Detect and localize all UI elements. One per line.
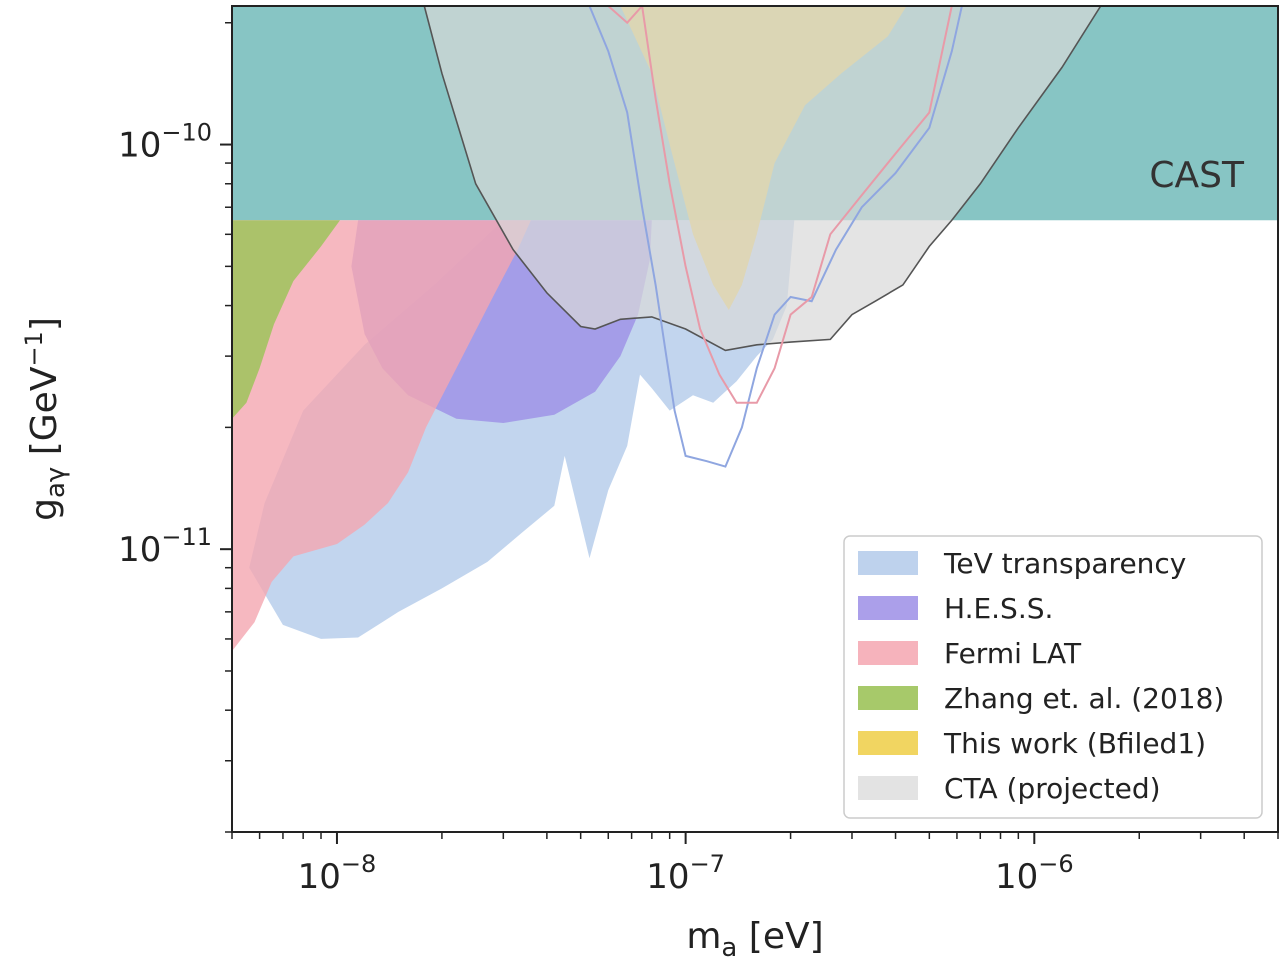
x-axis: 10−8 10−7 10−6 [298, 832, 1074, 897]
y-axis-minor-ticks [225, 21, 232, 833]
x-axis-label: ma [eV] [686, 916, 823, 960]
legend-label-zhang: Zhang et. al. (2018) [944, 682, 1224, 715]
legend-label-thiswork: This work (Bfiled1) [943, 727, 1206, 760]
region-cta [424, 6, 1101, 351]
x-axis-minor-ticks [231, 832, 1279, 839]
legend-swatch-hess [858, 596, 918, 620]
region-tev [249, 220, 795, 639]
cast-annotation: CAST [1149, 155, 1245, 196]
legend-swatch-fermi [858, 641, 918, 665]
curve-tev_curve [588, 6, 963, 468]
legend-swatch-tev [858, 551, 918, 575]
region-zhang [232, 220, 340, 419]
legend-label-fermi: Fermi LAT [944, 637, 1082, 670]
legend-label-hess: H.E.S.S. [944, 592, 1053, 625]
x-tick-label: 10−6 [995, 850, 1074, 897]
legend-swatch-thiswork [858, 731, 918, 755]
x-tick-label: 10−7 [646, 850, 725, 897]
legend-swatch-cta [858, 776, 918, 800]
curve-fermi_curve [607, 6, 953, 404]
plot-frame [231, 5, 1279, 833]
y-tick-label: 10−11 [118, 523, 212, 570]
region-cta-outline [423, 6, 1102, 352]
legend-label-cta: CTA (projected) [944, 772, 1161, 805]
legend-swatch-zhang [858, 686, 918, 710]
y-tick-label: 10−10 [118, 119, 212, 166]
y-axis: 10−11 10−10 [118, 119, 232, 570]
y-axis-label: gaγ [GeV−1] [20, 317, 71, 521]
legend-label-tev: TeV transparency [943, 547, 1186, 580]
x-tick-label: 10−8 [298, 850, 377, 897]
region-fermi [232, 220, 531, 652]
legend-box [843, 535, 1263, 819]
legend: TeV transparency H.E.S.S. Fermi LAT Zhang e… [843, 535, 1263, 819]
exclusion-regions [232, 6, 1278, 652]
